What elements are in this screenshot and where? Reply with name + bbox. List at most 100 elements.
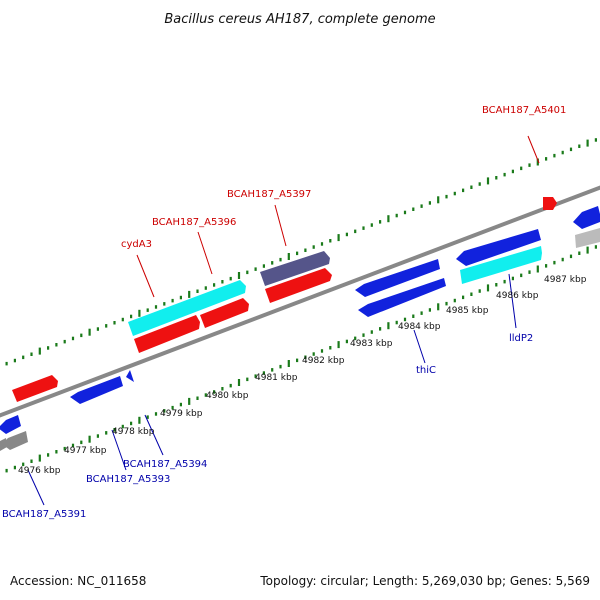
minor-tick <box>271 261 274 265</box>
gene-feature[interactable] <box>12 375 58 402</box>
major-tick <box>287 360 290 367</box>
minor-tick <box>105 431 108 435</box>
gene-feature[interactable] <box>573 206 600 229</box>
minor-tick <box>553 260 556 265</box>
gene-feature[interactable] <box>543 197 557 210</box>
minor-tick <box>71 336 75 341</box>
gene-feature[interactable] <box>126 370 134 382</box>
minor-tick <box>395 213 398 218</box>
gene-label[interactable]: BCAH187_A5394 <box>123 459 207 470</box>
minor-tick <box>204 393 207 397</box>
minor-tick <box>71 443 75 448</box>
minor-tick <box>229 383 232 388</box>
major-tick <box>88 435 91 443</box>
gene-feature[interactable] <box>70 376 123 404</box>
gene-feature[interactable] <box>355 259 440 297</box>
callout-lines <box>27 135 540 506</box>
gene-feature[interactable] <box>0 438 7 451</box>
minor-tick <box>403 210 407 215</box>
minor-tick <box>478 182 481 186</box>
gene-feature[interactable] <box>128 280 246 336</box>
gene-feature[interactable] <box>0 415 21 434</box>
gene-labels: BCAH187_A5401 BCAH187_A5397 BCAH187_A539… <box>2 105 566 520</box>
minor-tick <box>113 321 116 325</box>
scale-tick-label: 4984 kbp <box>398 322 441 332</box>
gene-label[interactable]: thiC <box>416 365 436 376</box>
minor-tick <box>196 396 199 400</box>
minor-tick <box>320 242 324 246</box>
minor-tick <box>30 459 33 463</box>
minor-tick <box>594 138 597 142</box>
scale-tick-label: 4978 kbp <box>112 427 155 437</box>
minor-tick <box>22 462 25 467</box>
minor-tick <box>495 176 498 180</box>
gene-feature[interactable] <box>460 246 542 284</box>
gene-label[interactable]: BCAH187_A5401 <box>482 105 566 116</box>
gene-feature[interactable] <box>575 228 600 248</box>
minor-tick <box>354 229 357 234</box>
minor-tick <box>246 377 249 382</box>
minor-tick <box>503 279 506 284</box>
minor-tick <box>80 440 83 445</box>
minor-tick <box>345 339 348 344</box>
gene-feature[interactable] <box>265 268 332 303</box>
minor-tick <box>163 302 166 306</box>
scale-tick-label: 4980 kbp <box>206 391 249 401</box>
minor-tick <box>528 163 531 167</box>
minor-tick <box>254 267 257 271</box>
gene-label[interactable]: BCAH187_A5393 <box>86 474 170 485</box>
gene-label[interactable]: BCAH187_A5397 <box>227 189 311 200</box>
gene-feature[interactable] <box>2 431 28 450</box>
minor-tick <box>171 298 174 303</box>
genome-backbone <box>0 185 600 418</box>
minor-tick <box>569 147 573 152</box>
gene-feature[interactable] <box>456 229 541 266</box>
minor-tick <box>63 446 66 451</box>
minor-tick <box>47 346 50 350</box>
minor-tick <box>221 280 224 284</box>
minor-tick <box>130 421 133 426</box>
minor-tick <box>569 254 573 259</box>
gene-label[interactable]: cydA3 <box>121 239 152 250</box>
gene-label[interactable]: BCAH187_A5391 <box>2 509 86 520</box>
minor-tick <box>279 257 282 262</box>
minor-tick <box>262 264 265 268</box>
minor-tick <box>578 251 581 255</box>
gene-feature[interactable] <box>200 298 249 328</box>
minor-tick <box>154 412 158 416</box>
minor-tick <box>354 336 357 341</box>
gene-feature[interactable] <box>260 251 330 286</box>
minor-tick <box>312 245 315 249</box>
minor-tick <box>179 402 182 407</box>
major-tick <box>138 416 141 424</box>
minor-tick <box>470 185 473 189</box>
major-tick <box>38 347 41 355</box>
minor-tick <box>462 188 465 193</box>
minor-tick <box>403 317 407 322</box>
minor-tick <box>594 245 597 249</box>
minor-tick <box>470 292 473 296</box>
minor-tick <box>221 387 224 391</box>
gene-feature[interactable] <box>358 278 446 317</box>
gene-feature[interactable] <box>134 315 200 353</box>
minor-tick <box>279 364 282 369</box>
major-tick <box>437 196 440 204</box>
gene-label[interactable]: lldP2 <box>509 333 533 344</box>
scale-tick-label: 4987 kbp <box>544 275 587 285</box>
minor-tick <box>578 144 581 148</box>
minor-tick <box>63 339 66 344</box>
map-title: Bacillus cereus AH187, complete genome <box>164 12 435 27</box>
minor-tick <box>545 157 548 161</box>
minor-tick <box>296 251 299 256</box>
minor-tick <box>553 153 556 158</box>
minor-tick <box>520 166 523 171</box>
minor-tick <box>179 295 182 300</box>
minor-tick <box>362 226 365 230</box>
minor-tick <box>229 276 232 281</box>
scale-tick-label: 4982 kbp <box>302 356 345 366</box>
minor-tick <box>320 349 324 353</box>
minor-tick <box>5 468 8 473</box>
minor-tick <box>545 264 548 268</box>
gene-label[interactable]: BCAH187_A5396 <box>152 217 236 228</box>
genome-summary-text: Topology: circular; Length: 5,269,030 bp… <box>259 574 590 588</box>
